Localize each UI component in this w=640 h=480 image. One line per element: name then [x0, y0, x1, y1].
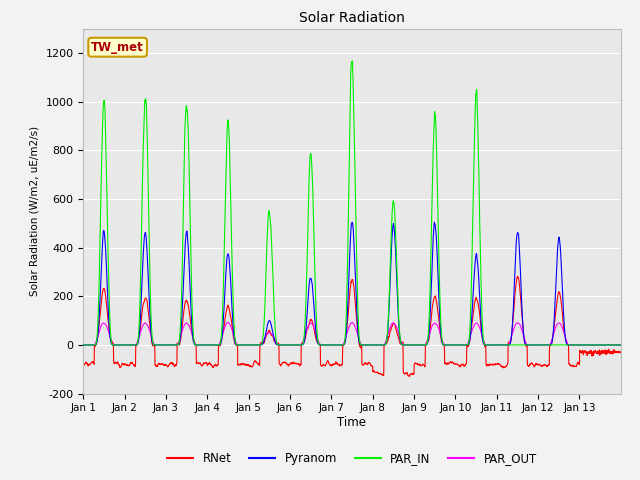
- Text: TW_met: TW_met: [92, 41, 144, 54]
- Title: Solar Radiation: Solar Radiation: [299, 11, 405, 25]
- Y-axis label: Solar Radiation (W/m2, uE/m2/s): Solar Radiation (W/m2, uE/m2/s): [30, 126, 40, 296]
- X-axis label: Time: Time: [337, 416, 367, 429]
- Legend: RNet, Pyranom, PAR_IN, PAR_OUT: RNet, Pyranom, PAR_IN, PAR_OUT: [163, 447, 541, 469]
